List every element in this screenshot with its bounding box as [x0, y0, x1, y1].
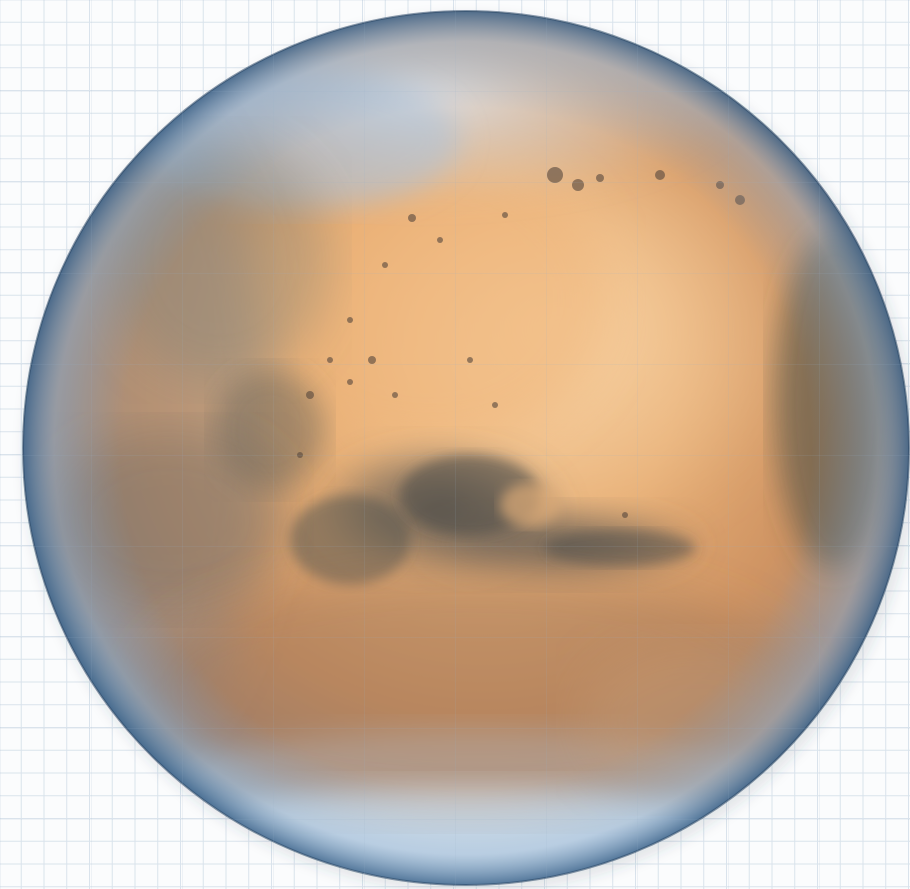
planet-outline — [22, 10, 910, 886]
